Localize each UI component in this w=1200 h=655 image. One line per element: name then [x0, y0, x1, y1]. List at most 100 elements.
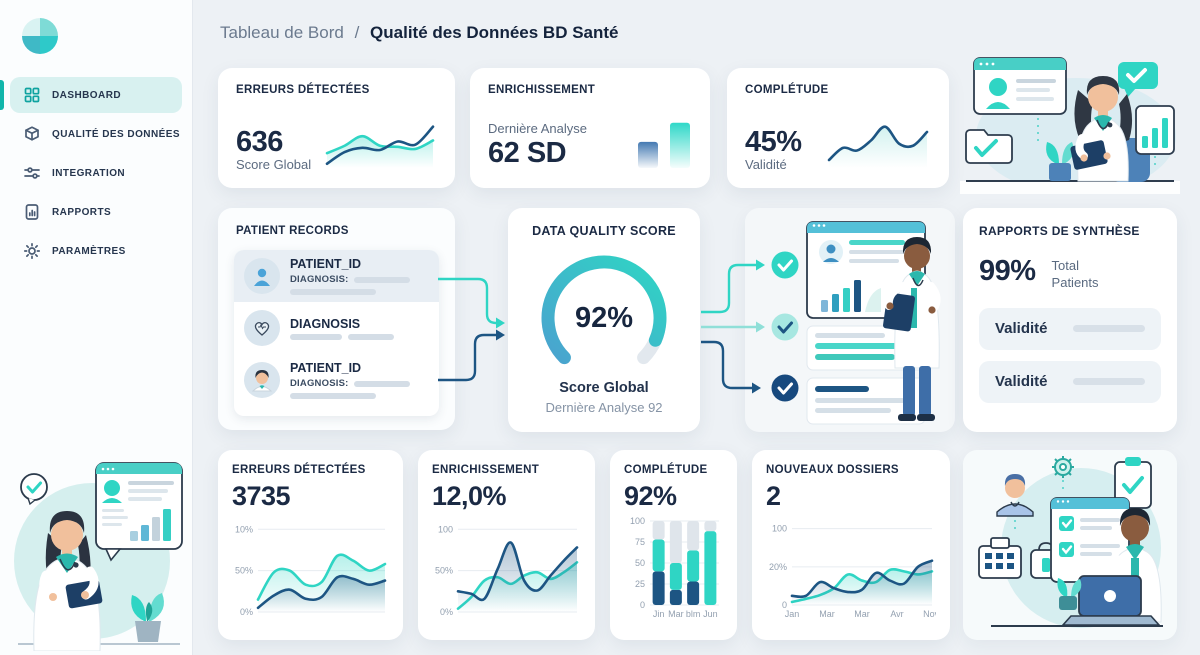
active-indicator [0, 80, 4, 110]
svg-text:Jun: Jun [703, 609, 718, 619]
sidebar-item-integration[interactable]: INTEGRATION [10, 155, 182, 191]
card-title: DATA QUALITY SCORE [532, 224, 676, 238]
stat-value: 636 [236, 125, 283, 158]
record-field-label: DIAGNOSIS: [290, 378, 349, 389]
synthesis-label: Total Patients [1051, 258, 1099, 290]
stat-value: 3735 [232, 481, 291, 511]
integration-icon [24, 167, 40, 179]
validity-row: Validité [979, 360, 1161, 403]
patient-record-row[interactable]: DIAGNOSIS [234, 302, 439, 354]
svg-text:0: 0 [640, 600, 645, 610]
record-title: DIAGNOSIS [290, 316, 361, 331]
gear-icon [23, 242, 41, 260]
placeholder-bar [290, 393, 376, 399]
cube-icon [25, 126, 39, 141]
sidebar-item-qualite-des-donnees[interactable]: QUALITÉ DES DONNÉES [10, 116, 182, 152]
clinician-laptop-illustration [963, 450, 1177, 640]
app-logo [22, 18, 58, 54]
rapports-synthese-card: RAPPORTS DE SYNTHÈSE 99% Total Patients … [963, 208, 1177, 432]
completeness-sparkline-chart [827, 125, 929, 168]
card-title: ERREURS DÉTECTÉES [236, 84, 370, 96]
stat-label: Score Global [236, 157, 312, 172]
sidebar-item-rapports[interactable]: RAPPORTS [10, 194, 182, 230]
sidebar: DASHBOARD QUALITÉ DES DONNÉES INTEGRATIO… [0, 0, 193, 655]
record-title: PATIENT_ID [290, 361, 362, 375]
stat-label: Validité [745, 157, 787, 172]
stat-value: 2 [766, 481, 781, 511]
heart-icon [244, 310, 280, 346]
sidebar-item-label: RAPPORTS [52, 206, 112, 218]
bottom-card-nouveaux-dossiers: NOUVEAUX DOSSIERS 2 0 20% 100 Jan Mar Mar Avr N… [752, 450, 950, 640]
doctor-report-illustration [4, 443, 189, 651]
gauge-sublabel: Dernière Analyse 92 [545, 400, 663, 415]
quality-score-gauge: 92% [524, 244, 684, 376]
svg-text:0%: 0% [240, 607, 253, 617]
svg-text:50: 50 [635, 558, 645, 568]
sidebar-nav: DASHBOARD QUALITÉ DES DONNÉES INTEGRATIO… [0, 74, 192, 272]
patient-records-list: PATIENT_ID DIAGNOSIS: DIAGNOSIS [234, 250, 439, 416]
patient-record-row[interactable]: PATIENT_ID DIAGNOSIS: [234, 250, 439, 302]
record-field-label: DIAGNOSIS: [290, 274, 349, 285]
doctor-tablet-illustration [960, 52, 1180, 194]
validity-label: Validité [995, 320, 1048, 338]
page-title: Qualité des Données BD Santé [370, 23, 619, 42]
card-title: RAPPORTS DE SYNTHÈSE [979, 224, 1140, 238]
stat-label: Dernière Analyse [488, 120, 587, 136]
report-icon [25, 204, 39, 220]
enrichment-bars-chart [638, 122, 690, 168]
bottom-card-erreurs-detectees: ERREURS DÉTECTÉES 3735 0% 50% 10% [218, 450, 403, 640]
sidebar-item-label: PARAMÈTRES [52, 245, 126, 257]
placeholder-bar [354, 380, 411, 387]
svg-text:50%: 50% [435, 566, 453, 576]
svg-text:Avr: Avr [890, 609, 903, 619]
svg-text:25: 25 [635, 579, 645, 589]
data-quality-score-card: DATA QUALITY SCORE 92% Score Global Dern… [508, 208, 700, 432]
sidebar-item-dashboard[interactable]: DASHBOARD [0, 77, 182, 113]
gauge-value: 92% [574, 302, 634, 334]
sidebar-item-parametres[interactable]: PARAMÈTRES [10, 233, 182, 269]
svg-text:blm: blm [686, 609, 701, 619]
svg-text:Mar: Mar [819, 609, 835, 619]
svg-text:100: 100 [438, 525, 453, 535]
placeholder-bar [348, 333, 394, 340]
sidebar-item-label: DASHBOARD [52, 89, 122, 101]
svg-text:100: 100 [630, 516, 645, 526]
validation-checklist-illustration [745, 208, 955, 432]
card-title: ENRICHISSEMENT [432, 464, 540, 476]
synthesis-value: 99% [979, 255, 1036, 287]
stat-value: 62 SD [488, 136, 567, 169]
stat-value: 45% [745, 125, 802, 158]
sidebar-item-label: INTEGRATION [52, 167, 126, 179]
breadcrumb-separator: / [354, 23, 360, 42]
placeholder-bar [354, 276, 411, 283]
doctor-avatar-icon [244, 362, 280, 398]
enrichment-line-chart: 0% 50% 100 [435, 525, 579, 617]
svg-text:0%: 0% [440, 607, 453, 617]
errors-line-chart: 0% 50% 10% [235, 525, 387, 617]
svg-text:Mar: Mar [854, 609, 870, 619]
card-title: ERREURS DÉTECTÉES [232, 464, 366, 476]
validity-progress [1073, 325, 1145, 333]
stat-card-enrichissement: ENRICHISSEMENT Dernière Analyse 62 SD [470, 68, 710, 188]
breadcrumb: Tableau de Bord / Qualité des Données BD… [220, 23, 618, 43]
completeness-bar-chart: 0 25 50 75 100 Jin Mar blm Jun [630, 516, 719, 619]
card-title: COMPLÉTUDE [624, 464, 708, 476]
card-title: NOUVEAUX DOSSIERS [766, 464, 899, 476]
errors-sparkline-chart [325, 125, 435, 168]
sidebar-item-label: QUALITÉ DES DONNÉES [52, 128, 181, 140]
card-title: ENRICHISSEMENT [488, 84, 596, 96]
svg-text:Jin: Jin [653, 609, 665, 619]
record-title: PATIENT_ID [290, 257, 362, 271]
validity-row: Validité [979, 307, 1161, 350]
card-title: PATIENT RECORDS [236, 225, 349, 237]
patient-record-row[interactable]: PATIENT_ID DIAGNOSIS: [234, 354, 439, 406]
placeholder-bar [290, 289, 376, 295]
breadcrumb-root[interactable]: Tableau de Bord [220, 23, 344, 42]
patient-avatar-icon [244, 258, 280, 294]
placeholder-bar [290, 333, 342, 340]
dashboard-grid-icon [24, 87, 40, 103]
svg-text:10%: 10% [235, 525, 253, 535]
new-records-line-chart: 0 20% 100 Jan Mar Mar Avr Nov. [769, 524, 936, 619]
card-title: COMPLÉTUDE [745, 84, 829, 96]
svg-text:Jan: Jan [785, 609, 800, 619]
